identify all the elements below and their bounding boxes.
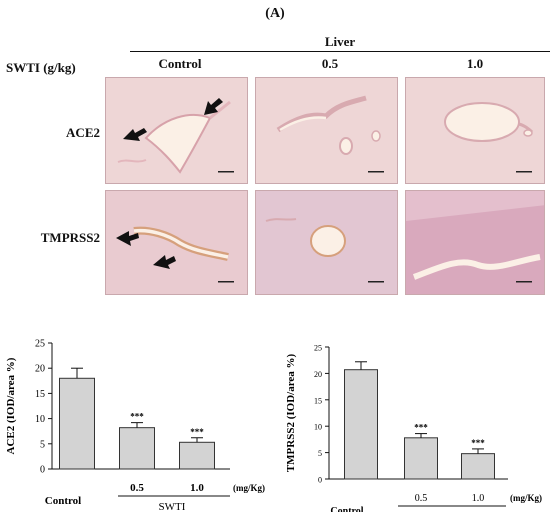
row-label-ace2: ACE2 xyxy=(66,125,100,140)
y-tick-label: 25 xyxy=(35,339,45,350)
category-label: 1.0 xyxy=(472,493,485,504)
significance-label: *** xyxy=(130,412,144,422)
y-tick-label: 5 xyxy=(40,439,45,450)
column-label-control: Control xyxy=(158,56,202,71)
chart-ace2: 0 5 10 15 20 25 ACE2 (IOD/area %) *** *** Control… xyxy=(0,305,275,514)
micrograph-ace2-control xyxy=(105,77,248,184)
column-label-1-0: 1.0 xyxy=(466,56,484,71)
arrow-icon xyxy=(116,231,176,269)
significance-label: *** xyxy=(414,423,428,433)
arrow-icon xyxy=(123,98,223,141)
micrograph-tmprss2-0-5 xyxy=(255,190,398,295)
y-tick-label: 15 xyxy=(314,396,322,405)
y-tick-label: 20 xyxy=(35,364,45,375)
micrograph-ace2-0-5 xyxy=(255,77,398,184)
micrograph-ace2-1-0 xyxy=(405,77,545,184)
y-tick-label: 5 xyxy=(318,449,322,458)
bar xyxy=(404,437,438,480)
category-label: 1.0 xyxy=(190,482,204,494)
y-axis-label: ACE2 (IOD/area %) xyxy=(5,357,17,454)
category-label: Control xyxy=(45,495,81,507)
y-axis-label: TMPRSS2 (IOD/area %) xyxy=(285,353,297,472)
y-tick-label: 10 xyxy=(35,414,45,425)
group-title: Liver xyxy=(324,34,356,49)
micrograph-tmprss2-control xyxy=(105,190,248,295)
chart-tmprss2: 0 5 10 15 20 25 TMPRSS2 (IOD/area %) *** *** Cont… xyxy=(280,305,550,517)
significance-label: *** xyxy=(471,438,485,448)
bar xyxy=(119,427,155,470)
y-tick-label: 25 xyxy=(314,344,322,353)
column-label-0-5: 0.5 xyxy=(321,56,339,71)
panel-label: (A) xyxy=(265,6,285,21)
bar xyxy=(461,453,495,480)
group-label: SWTI xyxy=(159,501,186,512)
y-tick-label: 0 xyxy=(318,476,322,485)
y-tick-label: 0 xyxy=(40,465,45,476)
y-tick-label: 15 xyxy=(35,389,45,400)
factor-label: SWTI (g/kg) xyxy=(6,60,76,75)
unit-label: (mg/Kg) xyxy=(233,483,265,493)
group-rule xyxy=(130,51,550,52)
micrograph-tmprss2-1-0 xyxy=(405,190,545,295)
category-label: 0.5 xyxy=(130,482,144,494)
bar xyxy=(344,369,378,480)
significance-label: *** xyxy=(190,427,204,437)
category-label: 0.5 xyxy=(415,493,428,504)
unit-label: (mg/Kg) xyxy=(510,493,542,503)
y-tick-label: 20 xyxy=(314,370,322,379)
bar xyxy=(179,441,215,470)
category-label: Control xyxy=(330,506,363,512)
y-tick-label: 10 xyxy=(314,423,322,432)
row-label-tmprss2: TMPRSS2 xyxy=(40,230,100,245)
bar xyxy=(59,377,95,470)
